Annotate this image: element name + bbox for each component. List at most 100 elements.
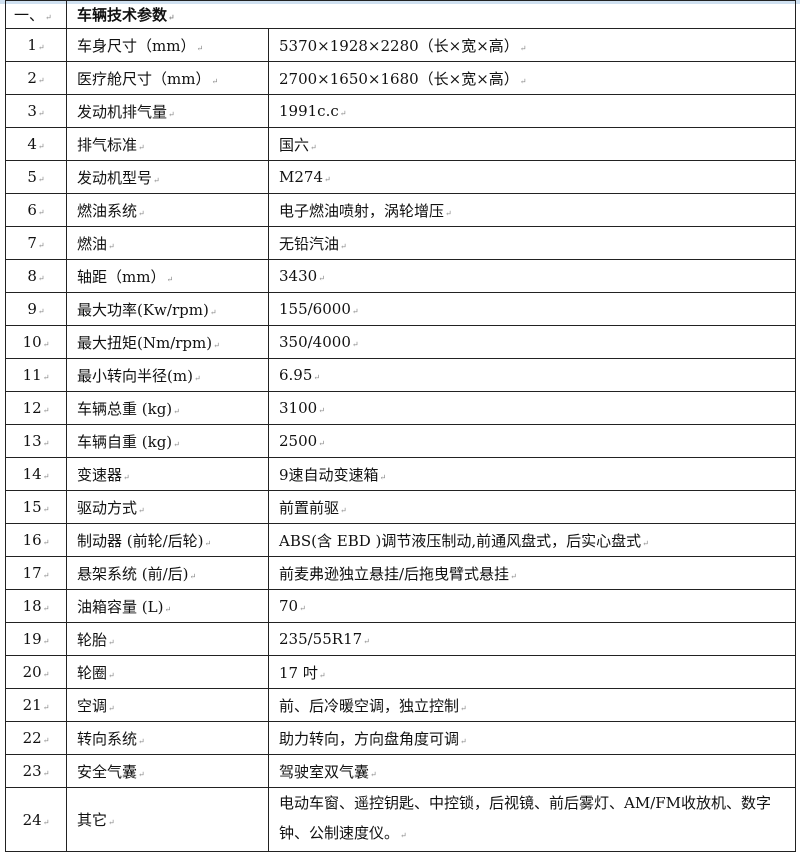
row-value-text: 前置前驱: [279, 499, 347, 517]
row-item-text: 油箱容量 (L): [77, 598, 171, 616]
row-number-text: 11: [23, 366, 50, 384]
row-item-text: 轮圈: [77, 664, 115, 682]
row-item: 变速器: [66, 457, 269, 491]
row-value-text: 5370×1928×2280（长×宽×高）: [279, 37, 527, 55]
row-value: 70: [268, 589, 796, 623]
row-value-text: 3430: [279, 267, 325, 285]
row-value: 无铅汽油: [268, 226, 796, 260]
row-item-text: 燃油系统: [77, 202, 145, 220]
row-item-text: 最小转向半径(m): [77, 367, 201, 385]
row-item: 燃油系统: [66, 193, 269, 227]
table-row: 12 车辆总重 (kg) 3100: [5, 391, 796, 425]
row-value: 3100: [268, 391, 796, 425]
row-item: 悬架系统 (前/后): [66, 556, 269, 590]
row-value-text: M274: [279, 168, 331, 186]
row-value-text: 2700×1650×1680（长×宽×高）: [279, 70, 527, 88]
table-row: 18 油箱容量 (L) 70: [5, 589, 796, 623]
row-item-text: 燃油: [77, 235, 115, 253]
row-value-text: 235/55R17: [279, 630, 370, 648]
row-item: 制动器 (前轮/后轮): [66, 523, 269, 557]
row-number: 11: [5, 358, 67, 392]
row-number-text: 10: [23, 333, 50, 351]
row-value: 国六: [268, 127, 796, 161]
row-value-text: 无铅汽油: [279, 235, 347, 253]
row-item: 其它: [66, 787, 269, 852]
row-number: 4: [5, 127, 67, 161]
row-item-text: 驱动方式: [77, 499, 145, 517]
table-row: 23 安全气囊 驾驶室双气囊: [5, 754, 796, 788]
row-value-text: 6.95: [279, 366, 320, 384]
table-row: 4 排气标准 国六: [5, 127, 796, 161]
row-value: 前置前驱: [268, 490, 796, 524]
table-row: 3 发动机排气量 1991c.c: [5, 94, 796, 128]
row-item: 最小转向半径(m): [66, 358, 269, 392]
row-value: 350/4000: [268, 325, 796, 359]
row-value: 9速自动变速箱: [268, 457, 796, 491]
row-value-text: 70: [279, 597, 306, 615]
row-number: 15: [5, 490, 67, 524]
row-item-text: 车身尺寸（mm）: [77, 37, 203, 55]
row-number: 3: [5, 94, 67, 128]
row-number: 13: [5, 424, 67, 458]
row-item: 油箱容量 (L): [66, 589, 269, 623]
section-title: 车辆技术参数: [66, 0, 796, 29]
table-row: 9 最大功率(Kw/rpm) 155/6000: [5, 292, 796, 326]
row-item-text: 发动机型号: [77, 169, 160, 187]
row-number: 24: [5, 787, 67, 852]
table-row: 17 悬架系统 (前/后) 前麦弗逊独立悬挂/后拖曳臂式悬挂: [5, 556, 796, 590]
row-number-text: 20: [23, 663, 50, 681]
row-value: 155/6000: [268, 292, 796, 326]
row-number: 22: [5, 721, 67, 755]
row-number-text: 2: [27, 69, 44, 87]
row-number-text: 22: [23, 729, 50, 747]
row-number: 19: [5, 622, 67, 656]
row-value-text: 驾驶室双气囊: [279, 763, 377, 781]
row-number: 14: [5, 457, 67, 491]
row-item: 轴距（mm）: [66, 259, 269, 293]
row-item-text: 变速器: [77, 466, 130, 484]
row-number: 6: [5, 193, 67, 227]
row-number-text: 23: [23, 762, 50, 780]
row-item: 轮胎: [66, 622, 269, 656]
row-value: 驾驶室双气囊: [268, 754, 796, 788]
row-item: 安全气囊: [66, 754, 269, 788]
row-number: 21: [5, 688, 67, 722]
section-number: 一、: [5, 0, 67, 29]
row-number: 10: [5, 325, 67, 359]
row-item-text: 轮胎: [77, 631, 115, 649]
row-value: ABS(含 EBD )调节液压制动,前通风盘式，后实心盘式: [268, 523, 796, 557]
table-row: 2 医疗舱尺寸（mm） 2700×1650×1680（长×宽×高）: [5, 61, 796, 95]
row-value-text: ABS(含 EBD )调节液压制动,前通风盘式，后实心盘式: [279, 532, 649, 550]
table-row: 8 轴距（mm） 3430: [5, 259, 796, 293]
row-number-text: 4: [27, 135, 44, 153]
section-header-row: 一、 车辆技术参数: [5, 0, 796, 29]
row-number-text: 21: [23, 696, 50, 714]
table-row: 10 最大扭矩(Nm/rpm) 350/4000: [5, 325, 796, 359]
row-value: 助力转向，方向盘角度可调: [268, 721, 796, 755]
row-value: 1991c.c: [268, 94, 796, 128]
row-value-text: 前、后冷暖空调，独立控制: [279, 697, 467, 715]
row-value: 17 吋: [268, 655, 796, 689]
table-row: 16 制动器 (前轮/后轮) ABS(含 EBD )调节液压制动,前通风盘式，后实心…: [5, 523, 796, 557]
table-row: 14 变速器 9速自动变速箱: [5, 457, 796, 491]
row-item: 空调: [66, 688, 269, 722]
row-item-text: 悬架系统 (前/后): [77, 565, 196, 583]
row-value: 6.95: [268, 358, 796, 392]
row-item: 排气标准: [66, 127, 269, 161]
row-value: 2700×1650×1680（长×宽×高）: [268, 61, 796, 95]
row-number-text: 18: [23, 597, 50, 615]
row-number-text: 17: [23, 564, 50, 582]
section-number-text: 一、: [14, 6, 52, 24]
row-value-text: 2500: [279, 432, 325, 450]
row-value: 3430: [268, 259, 796, 293]
table-row: 1 车身尺寸（mm） 5370×1928×2280（长×宽×高）: [5, 28, 796, 62]
row-number: 1: [5, 28, 67, 62]
row-item-text: 最大功率(Kw/rpm): [77, 301, 217, 319]
row-value-text: 17 吋: [279, 664, 326, 682]
row-item: 最大功率(Kw/rpm): [66, 292, 269, 326]
row-item: 最大扭矩(Nm/rpm): [66, 325, 269, 359]
row-item-text: 安全气囊: [77, 763, 145, 781]
row-item: 医疗舱尺寸（mm）: [66, 61, 269, 95]
row-value: 5370×1928×2280（长×宽×高）: [268, 28, 796, 62]
row-number-text: 1: [27, 36, 44, 54]
